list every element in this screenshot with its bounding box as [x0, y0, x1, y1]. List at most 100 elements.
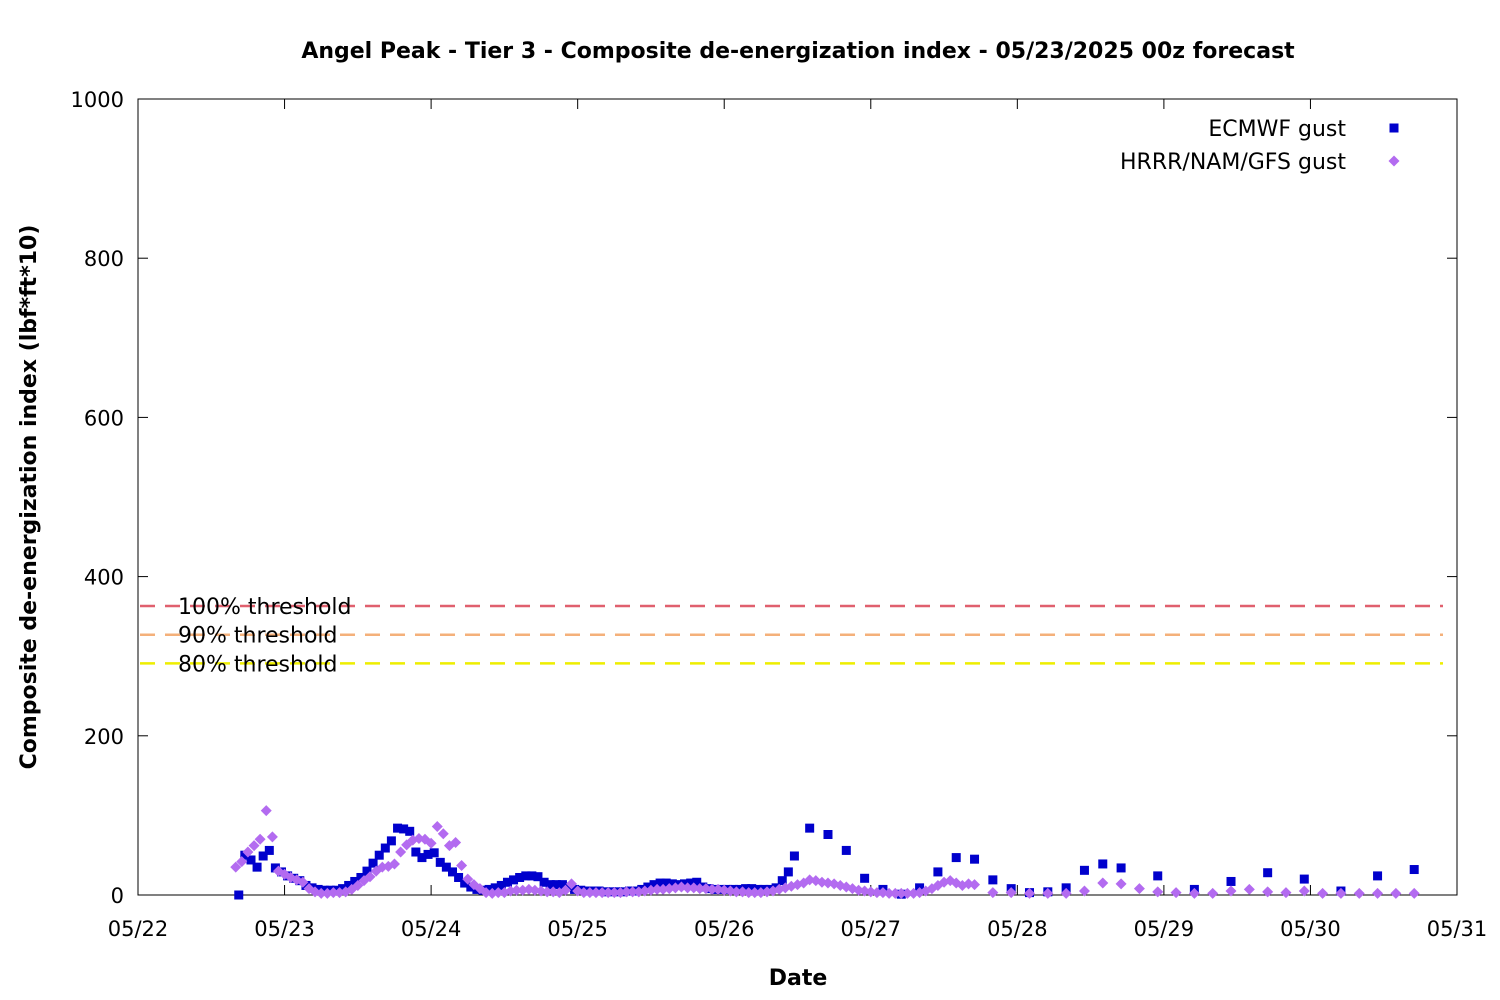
- data-point: [682, 882, 694, 894]
- x-tick-label: 05/23: [254, 917, 315, 941]
- data-point: [1243, 883, 1255, 895]
- data-point: [1005, 887, 1017, 899]
- data-point: [405, 826, 415, 836]
- data-point: [1262, 886, 1274, 898]
- y-axis: 0 200 400 600 800 1000: [71, 88, 1457, 908]
- data-point: [743, 887, 755, 899]
- data-point: [901, 887, 913, 899]
- data-point: [551, 880, 561, 890]
- data-point: [1116, 863, 1126, 873]
- data-point: [539, 877, 549, 887]
- data-point: [1079, 865, 1089, 875]
- data-point: [435, 857, 445, 867]
- threshold-label: 80% threshold: [178, 652, 338, 677]
- data-point: [1170, 887, 1182, 899]
- threshold-label: 100% threshold: [178, 595, 352, 620]
- data-point: [933, 867, 943, 877]
- data-point: [490, 883, 500, 893]
- data-point: [270, 863, 280, 873]
- data-point: [264, 845, 274, 855]
- data-point: [260, 805, 272, 817]
- data-point: [395, 846, 407, 858]
- data-point: [509, 875, 519, 885]
- data-point: [236, 856, 248, 868]
- data-point: [643, 882, 653, 892]
- data-point: [454, 872, 464, 882]
- data-point: [883, 887, 895, 899]
- data-point: [380, 843, 390, 853]
- y-tick-label: 800: [84, 247, 124, 271]
- data-point: [741, 884, 751, 894]
- data-point: [423, 849, 433, 859]
- data-point: [1042, 887, 1054, 899]
- data-point: [411, 847, 421, 857]
- data-point: [1317, 887, 1329, 899]
- data-point: [266, 831, 278, 843]
- data-point: [1152, 886, 1164, 898]
- data-point: [1408, 887, 1420, 899]
- data-point: [527, 871, 537, 881]
- data-point: [560, 884, 572, 896]
- data-point: [655, 878, 665, 888]
- x-tick-label: 05/24: [401, 917, 462, 941]
- data-point: [987, 887, 999, 899]
- data-point: [889, 887, 901, 899]
- data-point: [350, 876, 360, 886]
- data-point: [431, 821, 443, 833]
- series-hrrr-nam-gfs: [230, 805, 1420, 899]
- threshold-label: 90% threshold: [178, 624, 338, 649]
- data-point: [1373, 871, 1383, 881]
- data-point: [1061, 883, 1071, 893]
- data-point: [608, 887, 620, 899]
- data-point: [805, 823, 815, 833]
- data-point: [425, 837, 437, 849]
- data-point: [1060, 887, 1072, 899]
- data-point: [590, 887, 602, 899]
- data-point: [240, 850, 250, 860]
- data-point: [564, 882, 574, 892]
- x-tick-label: 05/29: [1134, 917, 1195, 941]
- data-point: [706, 883, 718, 895]
- data-point: [1098, 859, 1108, 869]
- data-point: [492, 887, 504, 899]
- data-point: [502, 877, 512, 887]
- data-point: [429, 848, 439, 858]
- data-point: [248, 840, 260, 852]
- data-point: [297, 876, 309, 888]
- y-axis-label: Composite de-energization index (lbf*ft*…: [17, 225, 42, 770]
- plot-frame: [137, 98, 1458, 896]
- data-point: [584, 887, 596, 899]
- data-point: [441, 862, 451, 872]
- data-point: [988, 875, 998, 885]
- data-point: [860, 873, 870, 883]
- data-point: [460, 878, 470, 888]
- data-point: [448, 867, 458, 877]
- data-point: [246, 855, 256, 865]
- data-point: [1409, 865, 1419, 875]
- data-point: [1023, 887, 1035, 899]
- series-ecmwf: [234, 823, 1419, 900]
- data-point: [749, 887, 761, 899]
- data-point: [1353, 887, 1365, 899]
- data-point: [747, 884, 757, 894]
- data-point: [511, 884, 523, 896]
- series-layer: [230, 805, 1420, 900]
- data-point: [242, 846, 254, 858]
- data-point: [541, 886, 553, 898]
- data-point: [1335, 887, 1347, 899]
- data-point: [661, 878, 671, 888]
- legend-marker: [1389, 123, 1399, 133]
- data-point: [338, 884, 348, 894]
- data-point: [1263, 868, 1273, 878]
- y-tick-label: 200: [84, 725, 124, 749]
- chart-title: Angel Peak - Tier 3 - Composite de-energ…: [301, 39, 1295, 64]
- data-point: [234, 890, 244, 900]
- legend-label: HRRR/NAM/GFS gust: [1120, 150, 1346, 175]
- data-point: [1280, 887, 1292, 899]
- data-point: [649, 880, 659, 890]
- data-point: [356, 872, 366, 882]
- data-point: [252, 862, 262, 872]
- data-point: [596, 887, 608, 899]
- data-point: [1153, 871, 1163, 881]
